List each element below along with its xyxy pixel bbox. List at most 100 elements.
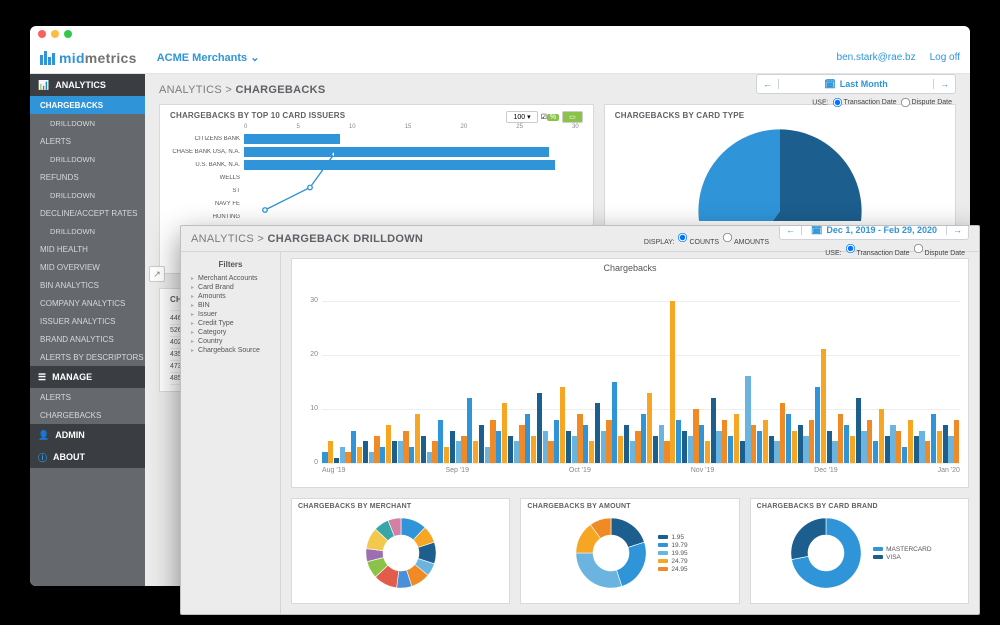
chart-bar[interactable] xyxy=(357,447,362,463)
sidebar-item-issuer-analytics[interactable]: ISSUER ANALYTICS xyxy=(30,312,145,330)
logo[interactable]: midmetrics xyxy=(40,50,137,66)
chart-bar[interactable] xyxy=(473,441,478,463)
chart-bar[interactable] xyxy=(386,425,391,463)
chart-bar[interactable] xyxy=(850,436,855,463)
sidebar-item-alerts-by-descriptors[interactable]: ALERTS BY DESCRIPTORS xyxy=(30,348,145,366)
chart-bar[interactable] xyxy=(438,420,443,463)
chart-bar[interactable] xyxy=(902,447,907,463)
chart-bar[interactable] xyxy=(751,425,756,463)
chart-bar[interactable] xyxy=(896,431,901,463)
chart-bar[interactable] xyxy=(403,431,408,463)
nav-section-admin[interactable]: 👤 ADMIN xyxy=(30,424,145,446)
chart-bar[interactable] xyxy=(659,425,664,463)
chart-bar[interactable] xyxy=(589,441,594,463)
chart-bar[interactable] xyxy=(641,414,646,463)
chart-bar[interactable] xyxy=(340,447,345,463)
sidebar-item-alerts[interactable]: ALERTS xyxy=(30,388,145,406)
nav-section-analytics[interactable]: 📊 ANALYTICS xyxy=(30,74,145,96)
sidebar-item-brand-analytics[interactable]: BRAND ANALYTICS xyxy=(30,330,145,348)
filter-amounts[interactable]: ▸Amounts xyxy=(191,293,274,300)
chart-bar[interactable] xyxy=(380,447,385,463)
sidebar-item-mid-health[interactable]: MID HEALTH xyxy=(30,240,145,258)
chart-bar[interactable] xyxy=(774,441,779,463)
chart-bar[interactable] xyxy=(543,431,548,463)
chart-bar[interactable] xyxy=(722,420,727,463)
chart-bar[interactable] xyxy=(711,398,716,463)
chart-bar[interactable] xyxy=(467,398,472,463)
chart-bar[interactable] xyxy=(705,441,710,463)
display-amounts[interactable]: AMOUNTS xyxy=(721,239,769,246)
chart-bar[interactable] xyxy=(502,403,507,463)
chart-bar[interactable] xyxy=(531,436,536,463)
chart-bar[interactable] xyxy=(769,436,774,463)
filter-chargeback-source[interactable]: ▸Chargeback Source xyxy=(191,347,274,354)
nav-section-manage[interactable]: ☰ MANAGE xyxy=(30,366,145,388)
chart-bar[interactable] xyxy=(392,441,397,463)
chart-bar[interactable] xyxy=(479,425,484,463)
period-selector[interactable]: ← 🗓Last Month → xyxy=(756,74,956,94)
chart-bar[interactable] xyxy=(716,431,721,463)
chart-bar[interactable] xyxy=(867,420,872,463)
chart-bar[interactable] xyxy=(670,301,675,463)
chart-bar[interactable] xyxy=(948,436,953,463)
chart-bar[interactable] xyxy=(415,414,420,463)
chart-bar[interactable] xyxy=(734,414,739,463)
chart-bar[interactable] xyxy=(601,431,606,463)
chart-bar[interactable] xyxy=(514,441,519,463)
chart-bar[interactable] xyxy=(740,441,745,463)
sidebar-item-chargebacks[interactable]: CHARGEBACKS xyxy=(30,96,145,114)
chart-bar[interactable] xyxy=(699,425,704,463)
chart-bar[interactable] xyxy=(363,441,368,463)
chart-bar[interactable] xyxy=(827,431,832,463)
chart-bar[interactable] xyxy=(832,441,837,463)
chart-bar[interactable] xyxy=(606,420,611,463)
chart-bar[interactable] xyxy=(745,376,750,463)
chart-bar[interactable] xyxy=(432,441,437,463)
sidebar-item-decline-accept-rates[interactable]: DECLINE/ACCEPT RATES xyxy=(30,204,145,222)
chart-bar[interactable] xyxy=(374,436,379,463)
chart-bar[interactable] xyxy=(838,414,843,463)
chart-bar[interactable] xyxy=(485,447,490,463)
export-button[interactable]: ↗ xyxy=(149,266,165,282)
chart-bar[interactable] xyxy=(566,431,571,463)
close-dot[interactable] xyxy=(38,30,46,38)
sidebar-item-drilldown[interactable]: DRILLDOWN xyxy=(30,150,145,168)
chart-bar[interactable] xyxy=(345,452,350,463)
chart-bar[interactable] xyxy=(421,436,426,463)
max-dot[interactable] xyxy=(64,30,72,38)
chart-bar[interactable] xyxy=(879,409,884,463)
sidebar-item-drilldown[interactable]: DRILLDOWN xyxy=(30,114,145,132)
chart-bar[interactable] xyxy=(763,420,768,463)
chart-bar[interactable] xyxy=(595,403,600,463)
display-counts[interactable]: COUNTS xyxy=(676,239,719,246)
chart-bar[interactable] xyxy=(647,393,652,463)
chart-bar[interactable] xyxy=(351,431,356,463)
chart-bar[interactable] xyxy=(635,431,640,463)
chart-bar[interactable] xyxy=(925,441,930,463)
chart-bar[interactable] xyxy=(943,425,948,463)
chart-bar[interactable] xyxy=(456,441,461,463)
chart-bar[interactable] xyxy=(612,382,617,463)
min-dot[interactable] xyxy=(51,30,59,38)
filter-credit-type[interactable]: ▸Credit Type xyxy=(191,320,274,327)
sidebar-item-drilldown[interactable]: DRILLDOWN xyxy=(30,222,145,240)
chart-bar[interactable] xyxy=(548,441,553,463)
chart-bar[interactable] xyxy=(583,425,588,463)
chart-type-toggle[interactable]: ▭ xyxy=(562,111,583,123)
chart-bar[interactable] xyxy=(890,425,895,463)
chart-bar[interactable] xyxy=(693,409,698,463)
chart-bar[interactable] xyxy=(780,403,785,463)
chart-bar[interactable] xyxy=(757,431,762,463)
nav-section-about[interactable]: ⓘ ABOUT xyxy=(30,446,145,468)
chart-bar[interactable] xyxy=(856,398,861,463)
chart-bar[interactable] xyxy=(554,420,559,463)
use-dispute-date[interactable]: Dispute Date xyxy=(899,99,952,106)
chart-bar[interactable] xyxy=(334,458,339,463)
chart-bar[interactable] xyxy=(954,420,959,463)
sidebar-item-refunds[interactable]: REFUNDS xyxy=(30,168,145,186)
chart-bar[interactable] xyxy=(537,393,542,463)
chart-bar[interactable] xyxy=(728,436,733,463)
chart-bar[interactable] xyxy=(664,441,669,463)
chart-bar[interactable] xyxy=(792,431,797,463)
chart-bar[interactable] xyxy=(688,436,693,463)
